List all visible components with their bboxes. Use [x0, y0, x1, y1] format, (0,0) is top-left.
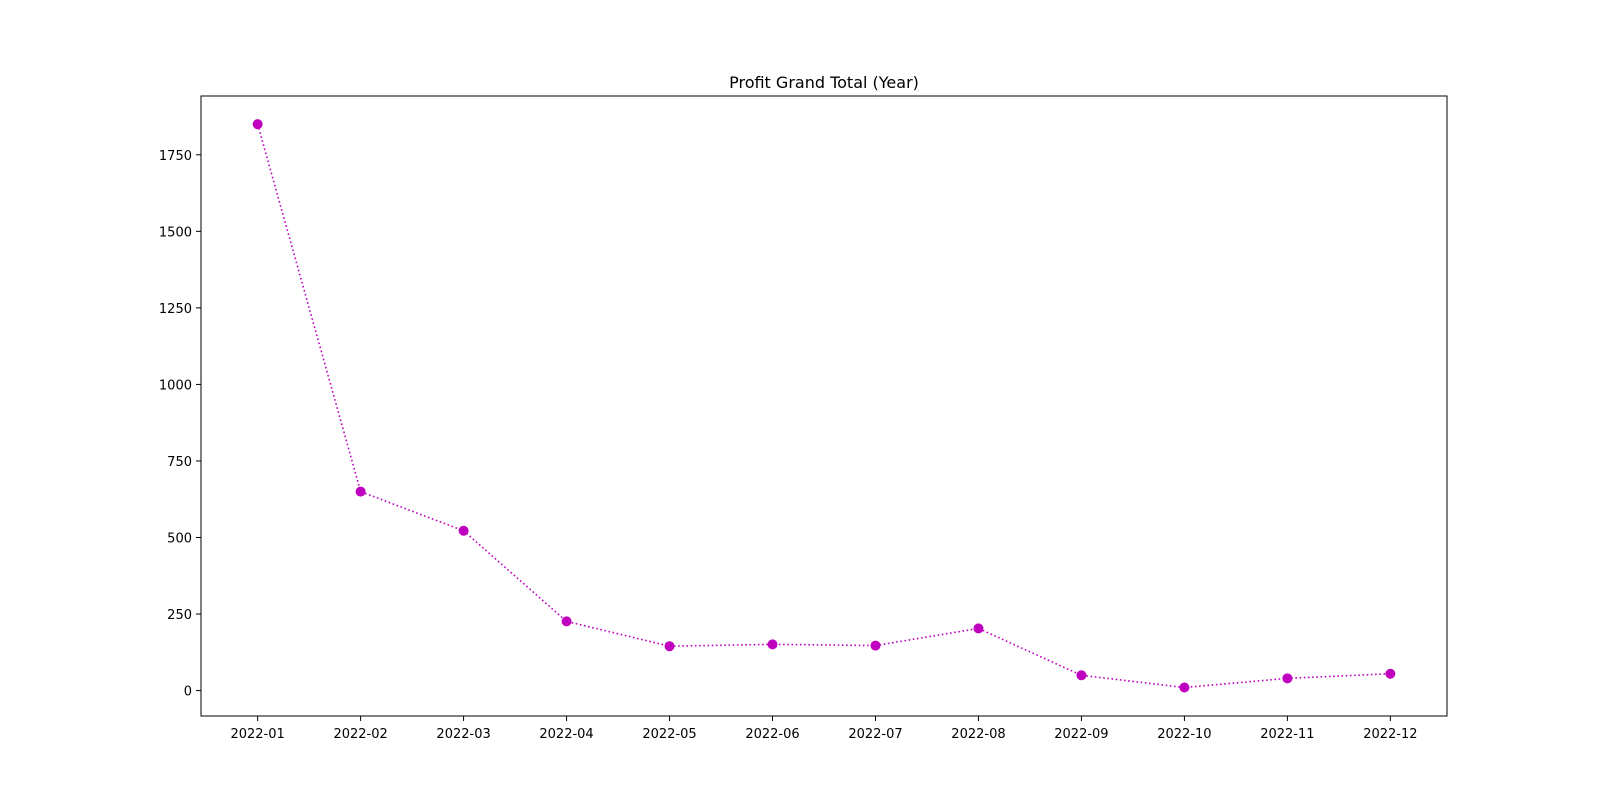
y-tick-label: 250: [167, 608, 192, 623]
data-point: [767, 639, 778, 650]
x-tick-label: 2022-07: [848, 727, 902, 742]
data-point: [458, 525, 469, 536]
x-tick-label: 2022-02: [333, 727, 387, 742]
y-tick-label: 1000: [159, 378, 192, 393]
chart-title: Profit Grand Total (Year): [729, 73, 919, 92]
data-point: [1179, 682, 1190, 693]
x-tick-label: 2022-08: [951, 727, 1005, 742]
y-tick-label: 1500: [159, 225, 192, 240]
data-point: [1385, 668, 1396, 679]
x-tick-label: 2022-10: [1157, 727, 1211, 742]
x-tick-label: 2022-11: [1260, 727, 1314, 742]
y-tick-label: 750: [167, 455, 192, 470]
data-point: [355, 486, 366, 497]
x-tick-label: 2022-03: [436, 727, 490, 742]
data-point: [870, 640, 881, 651]
series-line: [256, 123, 1391, 689]
data-point: [561, 616, 572, 627]
x-tick-label: 2022-01: [230, 727, 284, 742]
axes-layer: 0 250 500 750 1000 1250 1500 1750 2022-01 2022-02…: [159, 149, 1418, 742]
plot-frame: [200, 95, 1448, 717]
series-layer: [252, 119, 1396, 693]
data-point: [664, 641, 675, 652]
y-tick-label: 500: [167, 532, 192, 547]
x-tick-label: 2022-05: [642, 727, 696, 742]
x-tick-label: 2022-12: [1363, 727, 1417, 742]
y-tick-label: 1750: [159, 149, 192, 164]
x-tick-label: 2022-06: [745, 727, 799, 742]
x-tick-label: 2022-09: [1054, 727, 1108, 742]
x-tick-label: 2022-04: [539, 727, 593, 742]
data-point: [1282, 673, 1293, 684]
data-point: [252, 119, 263, 130]
y-tick-label: 1250: [159, 302, 192, 317]
y-tick-label: 0: [184, 685, 192, 700]
data-point: [973, 623, 984, 634]
data-point: [1076, 670, 1087, 681]
